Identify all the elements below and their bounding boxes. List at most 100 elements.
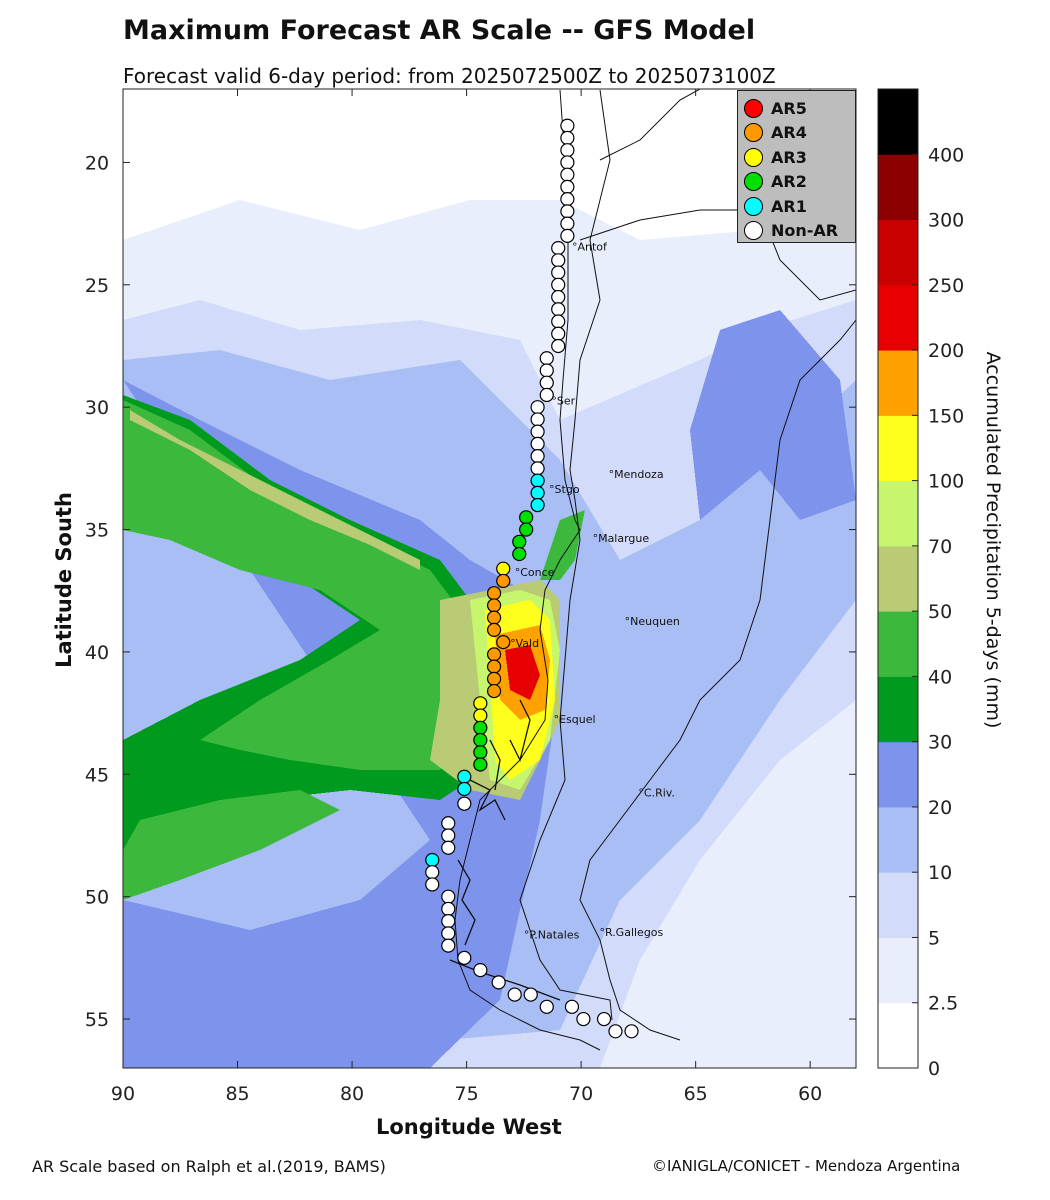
footer-reference: AR Scale based on Ralph et al.(2019, BAM… [32,1157,386,1176]
city-label: °Conce [515,566,555,579]
ar-point [473,708,488,723]
ar-point [551,314,566,329]
colorbar-tick-label: 150 [928,405,964,427]
ar-point [539,375,554,390]
ar-point [496,635,511,650]
ar-point [560,155,575,170]
ar-point [486,586,502,601]
colorbar-frame [877,88,919,1069]
y-tick-label: 40 [85,642,109,664]
y-tick-label: 35 [85,520,109,542]
plot-area: °Antof °Ser °Mendoza °Stgo °Malargue °Conce °N… [123,89,856,1068]
ar-point [530,473,545,488]
legend-entry: AR2 [744,170,807,194]
chile-coastline [454,89,601,1051]
ar-point [596,1011,612,1027]
ar-point [496,573,511,589]
colorbar-segment [878,741,918,808]
ar-point [539,999,554,1014]
colorbar-segment [878,219,918,286]
x-axis-ticks: 90 85 80 75 70 65 60 [111,89,822,1105]
ar-point [539,363,554,378]
precip-green-coast-north [540,510,585,580]
colorbar-tick-label: 300 [928,210,964,232]
city-label: °Vald [510,637,539,650]
colorbar-segment [878,480,918,547]
x-axis-label: Longitude West [376,1115,562,1139]
city-label: °Malargue [593,532,650,545]
colorbar-segment [878,611,918,677]
ar-point [457,781,472,797]
plot-frame [122,88,857,1069]
ar-point [441,816,456,831]
ar-point [519,510,534,525]
y-tick-label: 45 [85,764,109,786]
colorbar-tick-label: 250 [928,275,964,297]
legend-entry: AR1 [744,194,807,218]
legend-marker-icon [744,147,763,167]
ar-point [551,338,566,354]
city-labels: °Antof °Ser °Mendoza °Stgo °Malargue °Conce °N… [510,241,680,942]
bolivia-border [599,89,701,161]
ar-point [441,840,456,855]
precip-40-patch-south [123,790,340,900]
colorbar-tick-label: 70 [928,536,952,558]
ar-point [507,987,522,1002]
colorbar-tick-label: 40 [928,666,952,688]
precip-50-region [130,410,420,570]
ar-point [624,1024,639,1039]
ar-point [441,938,456,953]
legend-marker-icon [744,196,763,216]
ar-point [560,216,575,231]
ar-point [551,265,566,280]
ar-point [551,240,566,256]
ar-point [551,289,566,305]
ar-point [441,901,456,917]
city-label: °Antof [572,241,608,254]
colorbar-segment [878,154,918,221]
legend-label: AR3 [771,147,807,167]
ar-point [486,647,502,662]
y-tick-label: 30 [85,397,109,419]
y-tick-label: 25 [85,275,109,297]
legend-entry: AR5 [744,96,807,120]
ar-point [560,118,575,133]
ar-track-points [425,118,639,1039]
colorbar-tick-label: 50 [928,601,952,623]
ar-point [560,204,575,219]
y-tick-label: 55 [85,1009,109,1031]
colorbar-segment [878,350,918,416]
colorbar-segment [878,676,918,743]
city-label: °Mendoza [609,468,664,481]
ar-point [512,534,527,549]
ar-point [425,877,440,892]
ar-point [530,461,545,476]
y-axis-label: Latitude South [52,492,76,668]
city-label: °Neuquen [625,615,680,628]
precip-40-region [123,400,460,770]
chart-title: Maximum Forecast AR Scale -- GFS Model [123,15,756,46]
city-label: °Esquel [554,713,596,726]
colorbar-tick-label: 0 [928,1058,940,1080]
ar-point [560,228,575,243]
ar-point [473,745,488,760]
ar-point [551,253,566,268]
argentina-coastline [579,319,856,1041]
ar-point [425,852,440,868]
ar-point [491,975,506,990]
chart-subtitle: Forecast valid 6-day period: from 202507… [123,64,776,88]
precip-200-core [505,645,540,700]
legend-entry: Non-AR [744,219,838,243]
ar-legend: AR5 AR4 AR3 AR2 AR1 Non-AR [737,90,856,243]
ar-point [457,769,472,784]
x-tick-label: 60 [798,1083,822,1105]
ar-point [551,302,566,317]
ar-point [441,926,456,941]
legend-entry: AR3 [744,145,807,169]
colorbar-tick-label: 2.5 [928,993,958,1015]
colorbar-segment [878,806,918,873]
ar-point [486,610,502,625]
colorbar-segment [878,1002,918,1069]
precip-20-patch-east [690,310,856,520]
legend-label: AR4 [771,123,807,142]
